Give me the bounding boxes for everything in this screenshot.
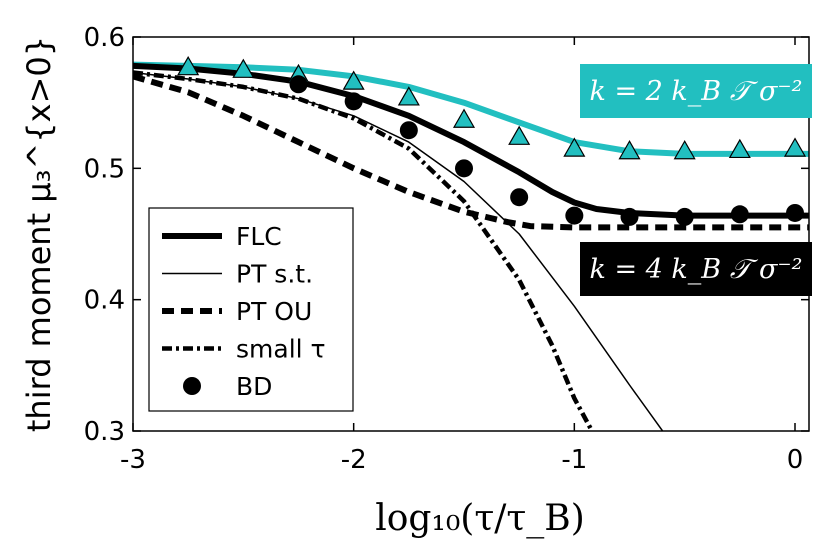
bd-point [786,203,804,222]
bd-point [399,121,418,140]
bd-k2-point [177,55,200,76]
bd-k2-point [728,138,751,159]
x-tick-label: -1 [561,445,587,475]
annotation-k2-badge [580,64,812,118]
bd-point [565,206,584,225]
legend-label-pt-ou: PT OU [236,297,312,326]
bd-k2-point [508,125,531,145]
annotation-k2: k = 2 k_B 𝒯 σ⁻² [580,64,812,118]
bd-point [289,75,308,94]
marker-layer [177,55,807,226]
bd-k2-point [452,108,476,128]
y-axis-label: third moment μ₃^{x>0} [20,36,58,432]
bd-k2-point [673,140,696,160]
x-tick-label: -2 [341,445,367,475]
bd-point [344,92,363,111]
bd-k2-point [232,58,255,78]
annotation-k4: k = 4 k_B 𝒯 σ⁻² [580,242,812,296]
series-line-small [133,70,594,431]
series-line-flc [133,62,809,219]
series-line-flc-k-2 [133,61,809,157]
annotation-k2-text: k = 2 k_B 𝒯 σ⁻² [590,76,803,107]
tick-layer: -3 -2 -1 0 0.3 0.4 0.5 0.6 [84,23,809,475]
bd-k2-point [783,137,807,157]
bd-k2-point [618,140,641,160]
y-tick-label: 0.5 [84,154,125,184]
bd-point [675,207,694,226]
legend: FLC PT s.t. PT OU small τ BD [148,207,354,412]
x-tick-label: 0 [787,445,804,475]
series-layer [133,61,809,431]
legend-label-small: small τ [236,335,326,364]
y-tick-label: 0.6 [84,23,125,53]
bd-k2-point [397,86,420,106]
series-line-pt-ou [133,73,809,231]
x-axis-label: log₁₀(τ/τ_B) [375,498,585,539]
plot-frame [132,36,810,432]
y-tick-label: 0.3 [84,417,125,447]
bd-point [455,159,473,178]
annotation-k4-text: k = 4 k_B 𝒯 σ⁻² [590,254,803,285]
x-tick-label: -3 [120,445,146,475]
bd-point [510,188,529,207]
bd-k2-point [342,70,365,90]
bd-k2-point [563,137,586,157]
bd-point [730,205,749,224]
legend-swatch-bd [183,377,201,395]
legend-label-bd: BD [236,372,272,401]
legend-rows: FLC PT s.t. PT OU small τ BD [162,222,326,401]
legend-label-flc: FLC [236,222,282,251]
legend-label-pt-s-t: PT s.t. [236,260,313,289]
annotation-k4-badge [580,242,812,296]
y-tick-label: 0.4 [84,286,125,316]
bd-point [620,207,639,226]
